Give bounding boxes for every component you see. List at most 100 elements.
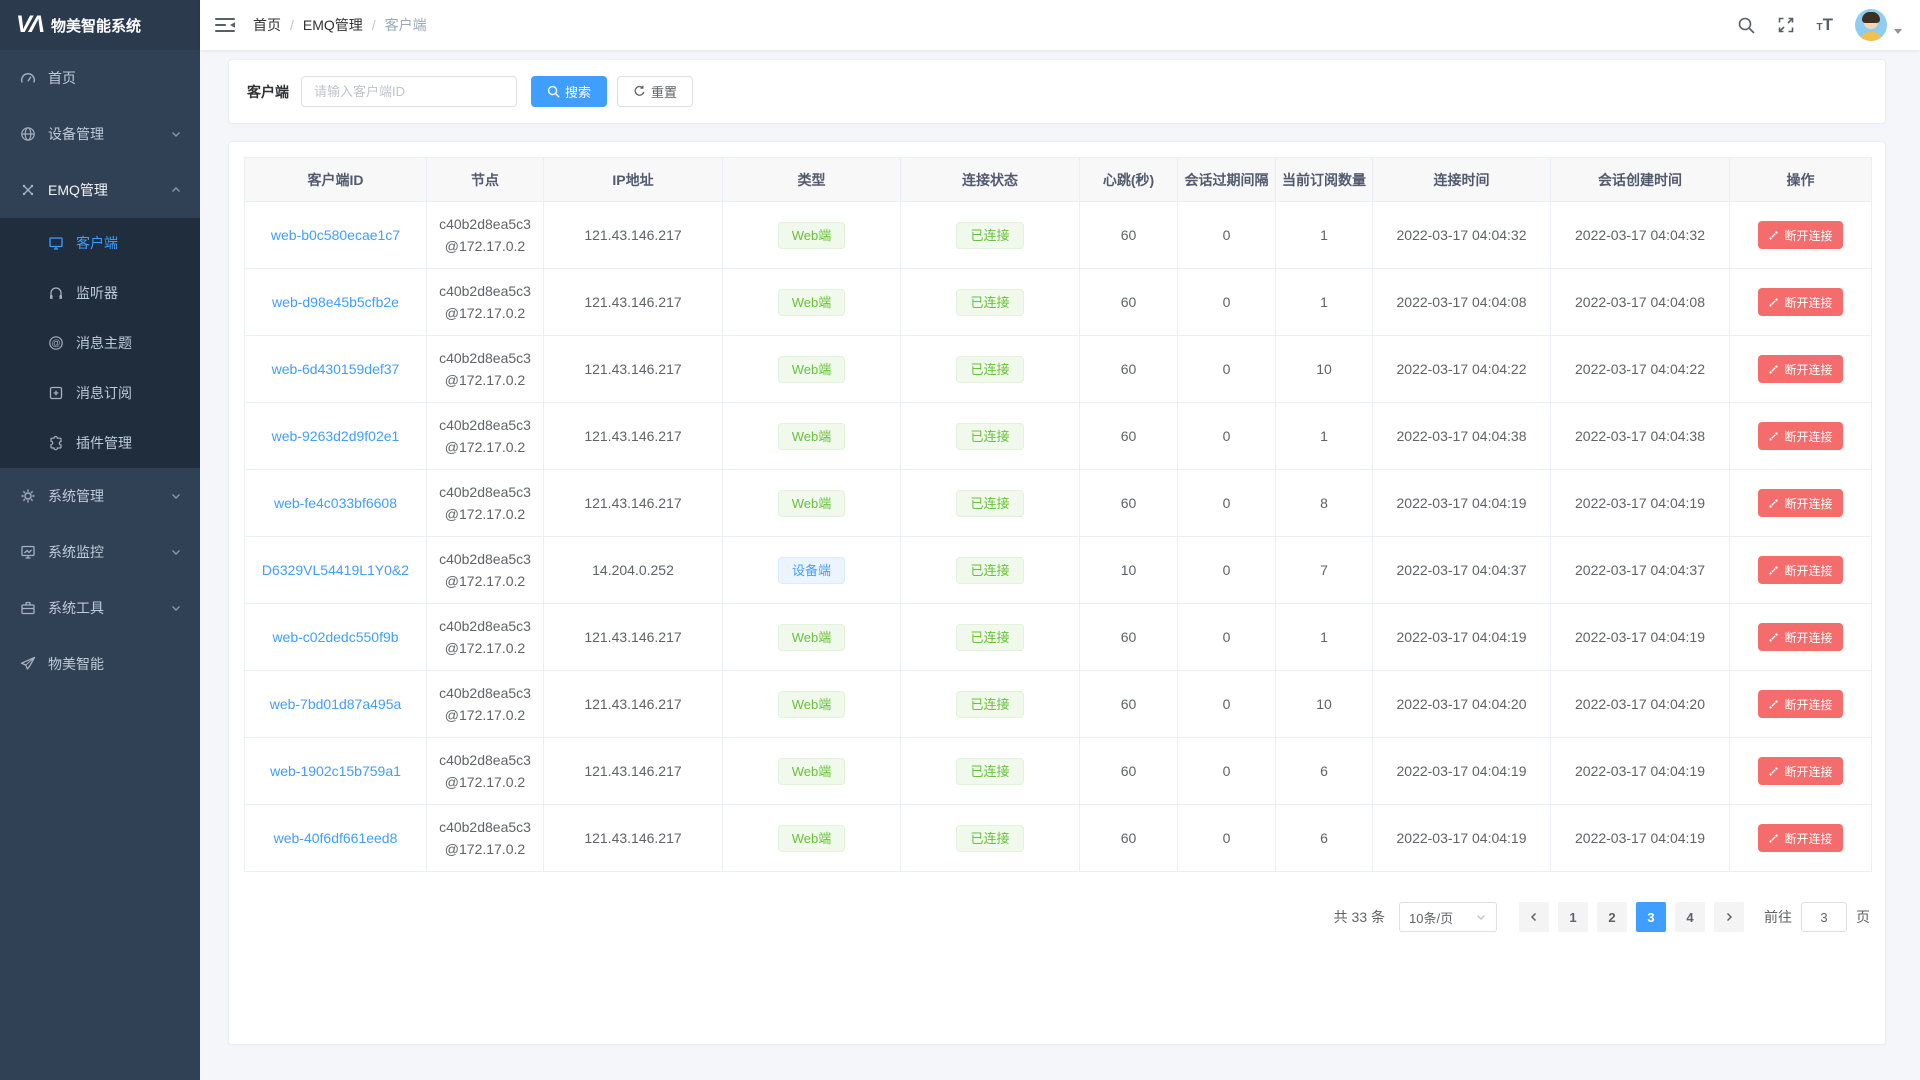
- avatar[interactable]: [1855, 9, 1887, 41]
- disconnect-button[interactable]: 断开连接: [1758, 690, 1843, 718]
- page-button-1[interactable]: 1: [1558, 902, 1588, 932]
- sidebar-item-system-management[interactable]: 系统管理: [0, 468, 200, 524]
- node-line: @172.17.0.2: [444, 439, 526, 455]
- total-count: 共 33 条: [1333, 909, 1385, 925]
- disconnect-button[interactable]: 断开连接: [1758, 824, 1843, 852]
- page-size-select[interactable]: 10条/页: [1399, 902, 1497, 932]
- sidebar-item-label: 消息主题: [76, 335, 132, 351]
- heartbeat-cell: 60: [1079, 804, 1178, 872]
- unlink-icon: [1769, 766, 1779, 776]
- table-row: web-7bd01d87a495a c40b2d8ea5c3 @172.17.0.2…: [244, 670, 1872, 738]
- user-menu[interactable]: [1855, 9, 1902, 41]
- column-header: 当前订阅数量: [1275, 157, 1373, 202]
- breadcrumb-current: 客户端: [384, 17, 427, 33]
- sidebar-item-topics[interactable]: @ 消息主题: [0, 318, 200, 368]
- client-id-link[interactable]: web-7bd01d87a495a: [269, 696, 402, 712]
- ip-cell: 121.43.146.217: [543, 670, 723, 738]
- node-line: c40b2d8ea5c3: [439, 282, 531, 299]
- dashboard-icon: [20, 70, 36, 86]
- subscriptions-cell: 1: [1275, 402, 1373, 470]
- ip-cell: 121.43.146.217: [543, 804, 723, 872]
- table-row: web-c02dedc550f9b c40b2d8ea5c3 @172.17.0.2…: [244, 603, 1872, 671]
- prev-page-button[interactable]: [1519, 902, 1549, 932]
- unlink-icon: [1769, 297, 1779, 307]
- node-cell: c40b2d8ea5c3 @172.17.0.2: [426, 536, 544, 604]
- next-page-button[interactable]: [1714, 902, 1744, 932]
- session-expiry-cell: 0: [1177, 737, 1276, 805]
- search-button[interactable]: 搜索: [531, 76, 608, 107]
- disconnect-button[interactable]: 断开连接: [1758, 556, 1843, 584]
- ip-cell: 121.43.146.217: [543, 737, 723, 805]
- client-id-link[interactable]: web-d98e45b5cfb2e: [272, 294, 399, 310]
- breadcrumb-home[interactable]: 首页: [253, 17, 281, 33]
- sidebar-item-subscriptions[interactable]: 消息订阅: [0, 368, 200, 418]
- client-id-link[interactable]: web-9263d2d9f02e1: [271, 428, 400, 444]
- sidebar-item-home[interactable]: 首页: [0, 50, 200, 106]
- sidebar-item-system-monitor[interactable]: 系统监控: [0, 524, 200, 580]
- ip-cell: 121.43.146.217: [543, 335, 723, 403]
- client-id-link[interactable]: D6329VL54419L1Y0&2: [261, 562, 410, 578]
- page-button-3[interactable]: 3: [1636, 902, 1666, 932]
- action-cell: 断开连接: [1729, 469, 1872, 537]
- breadcrumb-emq[interactable]: EMQ管理: [302, 17, 363, 33]
- node-line: c40b2d8ea5c3: [439, 483, 531, 500]
- fullscreen-icon[interactable]: [1777, 16, 1795, 34]
- sidebar-item-wumei-smart[interactable]: 物美智能: [0, 636, 200, 692]
- session-expiry-cell: 0: [1177, 603, 1276, 671]
- disconnect-button[interactable]: 断开连接: [1758, 623, 1843, 651]
- sidebar-item-plugins[interactable]: 插件管理: [0, 418, 200, 468]
- search-icon[interactable]: [1737, 16, 1755, 34]
- unlink-icon: [1769, 431, 1779, 441]
- sidebar-collapse-icon[interactable]: [215, 17, 235, 33]
- sidebar-menu: 首页 设备管理 EMQ管理: [0, 50, 200, 692]
- client-id-cell: web-7bd01d87a495a: [244, 670, 427, 738]
- node-cell: c40b2d8ea5c3 @172.17.0.2: [426, 335, 544, 403]
- heartbeat-cell: 60: [1079, 335, 1178, 403]
- client-id-link[interactable]: web-1902c15b759a1: [270, 763, 401, 779]
- listener-icon: [48, 285, 64, 301]
- disconnect-button[interactable]: 断开连接: [1758, 489, 1843, 517]
- page-button-4[interactable]: 4: [1675, 902, 1705, 932]
- session-created-cell: 2022-03-17 04:04:38: [1550, 402, 1730, 470]
- goto-page-input[interactable]: [1801, 902, 1847, 932]
- client-id-link[interactable]: web-fe4c033bf6608: [274, 495, 397, 511]
- client-id-link[interactable]: web-40f6df661eed8: [273, 830, 398, 846]
- heartbeat-cell: 60: [1079, 603, 1178, 671]
- session-expiry-cell: 0: [1177, 469, 1276, 537]
- disconnect-button[interactable]: 断开连接: [1758, 355, 1843, 383]
- client-id-input[interactable]: [301, 76, 517, 107]
- sidebar-item-system-tools[interactable]: 系统工具: [0, 580, 200, 636]
- reset-button[interactable]: 重置: [617, 76, 694, 107]
- connected-time-cell: 2022-03-17 04:04:32: [1372, 201, 1551, 269]
- table-row: web-d98e45b5cfb2e c40b2d8ea5c3 @172.17.0.2…: [244, 268, 1872, 336]
- sidebar-item-label: EMQ管理: [48, 182, 108, 198]
- table-row: web-1902c15b759a1 c40b2d8ea5c3 @172.17.0.2…: [244, 737, 1872, 805]
- sidebar-item-label: 监听器: [76, 285, 118, 301]
- session-created-cell: 2022-03-17 04:04:22: [1550, 335, 1730, 403]
- disconnect-button[interactable]: 断开连接: [1758, 221, 1843, 249]
- sidebar-item-clients[interactable]: 客户端: [0, 218, 200, 268]
- sidebar-item-devices[interactable]: 设备管理: [0, 106, 200, 162]
- disconnect-button[interactable]: 断开连接: [1758, 757, 1843, 785]
- refresh-icon: [634, 85, 645, 96]
- table-row: web-6d430159def37 c40b2d8ea5c3 @172.17.0.2…: [244, 335, 1872, 403]
- search-icon: [547, 85, 560, 98]
- disconnect-button[interactable]: 断开连接: [1758, 422, 1843, 450]
- app-logo[interactable]: VΛ 物美智能系统: [0, 0, 200, 50]
- sidebar-item-listeners[interactable]: 监听器: [0, 268, 200, 318]
- sidebar-item-emq[interactable]: EMQ管理: [0, 162, 200, 218]
- subscriptions-cell: 1: [1275, 603, 1373, 671]
- client-id-cell: web-1902c15b759a1: [244, 737, 427, 805]
- client-id-link[interactable]: web-6d430159def37: [271, 361, 400, 377]
- disconnect-button[interactable]: 断开连接: [1758, 288, 1843, 316]
- status-cell: 已连接: [900, 670, 1080, 738]
- client-id-link[interactable]: web-b0c580ecae1c7: [270, 227, 401, 243]
- page-button-2[interactable]: 2: [1597, 902, 1627, 932]
- type-cell: Web端: [722, 268, 901, 336]
- status-badge: 已连接: [956, 288, 1024, 316]
- client-id-link[interactable]: web-c02dedc550f9b: [272, 629, 399, 645]
- type-badge: Web端: [777, 422, 846, 450]
- table-row: web-40f6df661eed8 c40b2d8ea5c3 @172.17.0.2…: [244, 804, 1872, 872]
